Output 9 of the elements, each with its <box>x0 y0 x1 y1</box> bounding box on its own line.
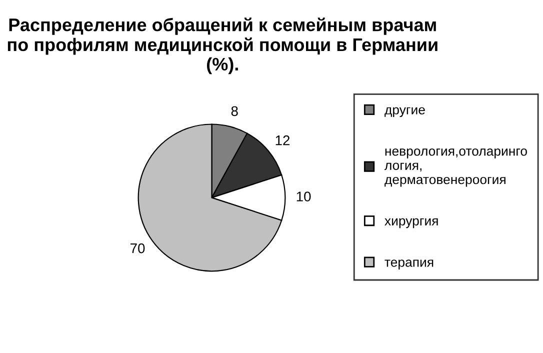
chart-title: Распределение обращений к семейным врачам по профилям медицинской помощи в Германии (%). <box>8 18 438 74</box>
legend-label: хирургия <box>384 218 438 228</box>
legend-label: терапия <box>384 260 434 270</box>
data-label: 10 <box>296 192 311 202</box>
legend-label: другие <box>384 107 425 118</box>
legend-label: неврология,отоларингология, дерматовенероогия <box>384 148 527 187</box>
data-label: 12 <box>276 135 290 146</box>
data-label: 8 <box>231 106 238 116</box>
data-label: 70 <box>130 243 145 254</box>
